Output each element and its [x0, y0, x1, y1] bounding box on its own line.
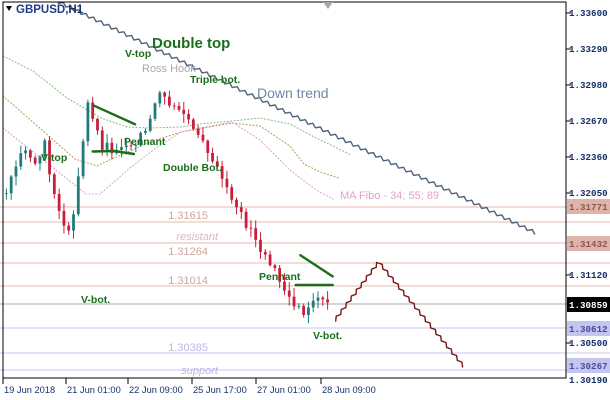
svg-text:Triple bot.: Triple bot. — [190, 74, 240, 86]
svg-text:V-bot.: V-bot. — [81, 294, 110, 306]
svg-text:V-top: V-top — [41, 152, 67, 164]
svg-text:V-top: V-top — [125, 48, 151, 60]
svg-text:1.30385: 1.30385 — [168, 342, 208, 354]
svg-text:1.31432: 1.31432 — [569, 239, 608, 250]
svg-text:22 Jun 09:00: 22 Jun 09:00 — [129, 385, 183, 395]
svg-text:21 Jun 01:00: 21 Jun 01:00 — [67, 385, 121, 395]
svg-text:1.30612: 1.30612 — [569, 324, 608, 335]
svg-text:1.32050: 1.32050 — [569, 188, 608, 199]
svg-text:Pennant: Pennant — [124, 136, 166, 148]
svg-text:1.30859: 1.30859 — [569, 300, 608, 311]
svg-text:1.33290: 1.33290 — [569, 44, 608, 55]
svg-text:support: support — [181, 365, 219, 377]
svg-text:27 Jun 01:00: 27 Jun 01:00 — [257, 385, 311, 395]
svg-text:1.30267: 1.30267 — [569, 361, 608, 372]
svg-text:1.31264: 1.31264 — [168, 246, 208, 258]
svg-text:1.30190: 1.30190 — [569, 375, 608, 386]
svg-text:1.32670: 1.32670 — [569, 116, 608, 127]
svg-text:19 Jun 2018: 19 Jun 2018 — [4, 385, 55, 395]
svg-text:V-bot.: V-bot. — [313, 330, 342, 342]
svg-text:1.33600: 1.33600 — [569, 8, 608, 19]
svg-text:Double top: Double top — [152, 35, 230, 52]
svg-text:Pennant: Pennant — [259, 271, 301, 283]
svg-text:1.31771: 1.31771 — [569, 202, 608, 213]
svg-text:Double Bot.: Double Bot. — [163, 162, 222, 174]
svg-text:Ross Hook: Ross Hook — [142, 63, 196, 75]
svg-text:1.32980: 1.32980 — [569, 80, 608, 91]
svg-text:GBPUSD,H1: GBPUSD,H1 — [16, 4, 84, 16]
svg-text:28 Jun 09:00: 28 Jun 09:00 — [322, 385, 376, 395]
svg-text:1.31014: 1.31014 — [168, 275, 208, 287]
svg-text:1.32360: 1.32360 — [569, 152, 608, 163]
svg-text:MA Fibo - 34; 55; 89: MA Fibo - 34; 55; 89 — [340, 190, 439, 202]
svg-text:25 Jun 17:00: 25 Jun 17:00 — [193, 385, 247, 395]
svg-text:1.31615: 1.31615 — [168, 210, 208, 222]
svg-text:resistant: resistant — [176, 231, 219, 243]
svg-text:1.30500: 1.30500 — [569, 338, 608, 349]
svg-text:1.31120: 1.31120 — [569, 270, 608, 281]
svg-text:Down trend: Down trend — [257, 85, 329, 101]
